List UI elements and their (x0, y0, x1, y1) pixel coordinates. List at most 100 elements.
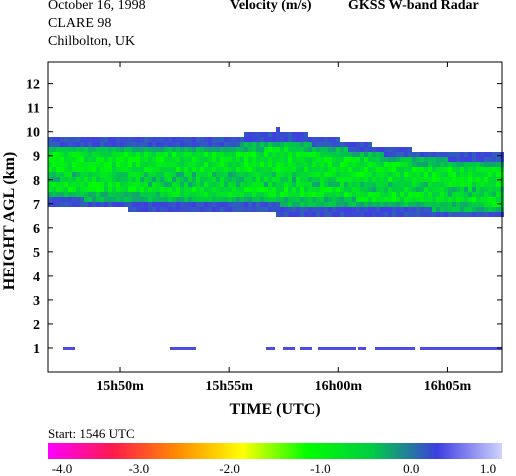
velocity-cell (192, 172, 196, 177)
velocity-cell (288, 207, 292, 212)
velocity-cell (340, 152, 344, 157)
velocity-cell (372, 207, 376, 212)
velocity-cell (412, 187, 416, 192)
velocity-cell (300, 182, 304, 187)
velocity-cell (76, 167, 80, 172)
velocity-cell (380, 157, 384, 162)
velocity-cell (208, 152, 212, 157)
velocity-cell (140, 142, 144, 147)
velocity-cell (412, 167, 416, 172)
velocity-cell (280, 162, 284, 167)
velocity-cell (304, 207, 308, 212)
velocity-cell (236, 147, 240, 152)
velocity-cell (188, 162, 192, 167)
velocity-cell (396, 162, 400, 167)
velocity-cell (276, 197, 280, 202)
velocity-cell (380, 212, 384, 217)
velocity-cell (80, 172, 84, 177)
velocity-cell (68, 147, 72, 152)
velocity-cell (372, 177, 376, 182)
velocity-cell (188, 152, 192, 157)
velocity-cell (320, 147, 324, 152)
velocity-cell (288, 182, 292, 187)
velocity-cell (80, 187, 84, 192)
velocity-cell (196, 207, 200, 212)
velocity-cell (320, 137, 324, 142)
velocity-cell (436, 187, 440, 192)
velocity-cell (56, 167, 60, 172)
velocity-cell (144, 182, 148, 187)
velocity-cell (480, 177, 484, 182)
velocity-cell (348, 212, 352, 217)
velocity-cell (356, 167, 360, 172)
velocity-cell (80, 202, 84, 207)
velocity-cell (60, 142, 64, 147)
velocity-cell (440, 187, 444, 192)
velocity-cell (456, 152, 460, 157)
velocity-cell (316, 207, 320, 212)
velocity-cell (60, 202, 64, 207)
velocity-cell (384, 172, 388, 177)
velocity-cell (240, 202, 244, 207)
velocity-cell (200, 162, 204, 167)
velocity-cell (464, 152, 468, 157)
velocity-cell (396, 212, 400, 217)
velocity-cell (208, 187, 212, 192)
velocity-cell (252, 167, 256, 172)
velocity-cell (68, 162, 72, 167)
velocity-cell (96, 152, 100, 157)
velocity-cell (460, 197, 464, 202)
velocity-cell (176, 157, 180, 162)
velocity-cell (60, 167, 64, 172)
velocity-cell (468, 172, 472, 177)
velocity-cell (256, 172, 260, 177)
velocity-cell (244, 207, 248, 212)
velocity-cell (172, 177, 176, 182)
velocity-cell (408, 202, 412, 207)
velocity-cell (312, 202, 316, 207)
velocity-cell (448, 197, 452, 202)
velocity-cell (352, 202, 356, 207)
velocity-cell (180, 162, 184, 167)
velocity-cell (136, 187, 140, 192)
velocity-cell (488, 172, 492, 177)
velocity-cell (80, 192, 84, 197)
velocity-cell (204, 137, 208, 142)
velocity-cell (436, 167, 440, 172)
velocity-cell (68, 167, 72, 172)
velocity-cell (112, 187, 116, 192)
velocity-cell (96, 197, 100, 202)
velocity-cell (212, 192, 216, 197)
velocity-cell (284, 162, 288, 167)
velocity-cell (268, 182, 272, 187)
velocity-cell (432, 152, 436, 157)
velocity-cell (256, 207, 260, 212)
low-echo (63, 346, 75, 350)
velocity-cell (324, 207, 328, 212)
velocity-cell (48, 152, 52, 157)
velocity-cell (340, 207, 344, 212)
velocity-cell (364, 167, 368, 172)
velocity-cell (356, 182, 360, 187)
velocity-cell (336, 162, 340, 167)
velocity-cell (108, 167, 112, 172)
y-tick-label: 12 (26, 78, 40, 93)
velocity-cell (64, 157, 68, 162)
velocity-cell (224, 202, 228, 207)
velocity-cell (68, 172, 72, 177)
velocity-cell (488, 177, 492, 182)
velocity-cell (336, 167, 340, 172)
velocity-cell (128, 142, 132, 147)
velocity-cell (244, 142, 248, 147)
velocity-cell (308, 142, 312, 147)
velocity-cell (432, 182, 436, 187)
velocity-cell (248, 202, 252, 207)
velocity-cell (448, 152, 452, 157)
velocity-cell (236, 157, 240, 162)
velocity-cell (276, 177, 280, 182)
velocity-cell (412, 192, 416, 197)
velocity-cell (456, 162, 460, 167)
velocity-cell (212, 197, 216, 202)
velocity-cell (340, 192, 344, 197)
velocity-cell (264, 197, 268, 202)
